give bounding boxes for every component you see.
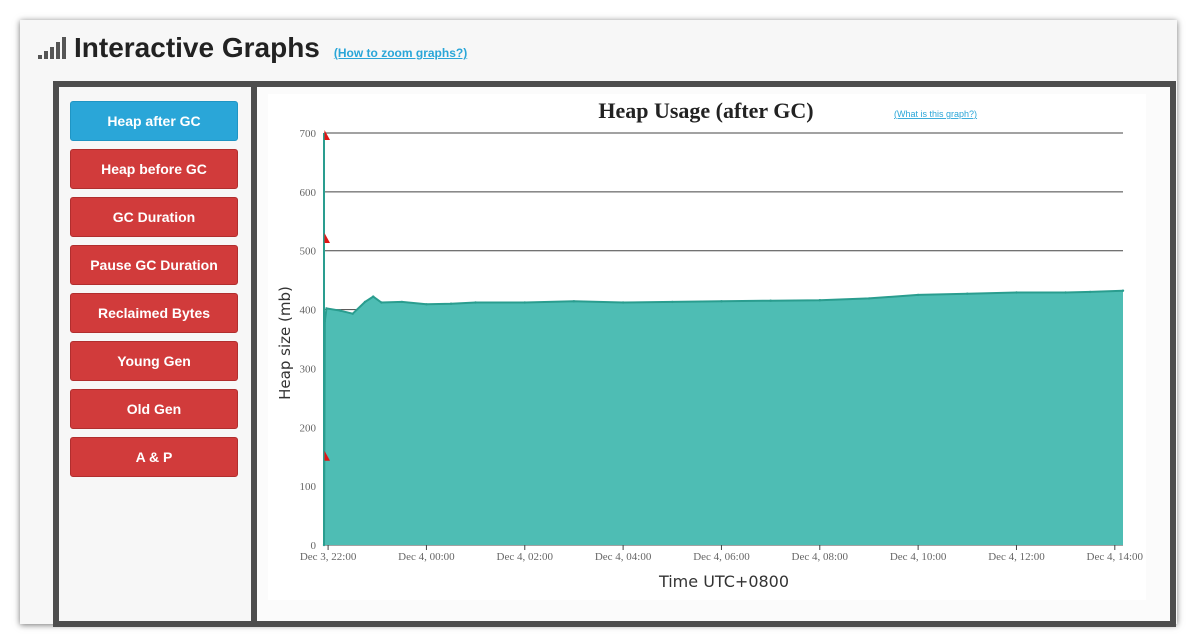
data-point — [621, 301, 625, 304]
data-point — [380, 301, 383, 304]
data-point — [363, 300, 367, 304]
chart-title: Heap Usage (after GC) — [598, 98, 813, 123]
panel-divider — [251, 87, 257, 621]
data-point — [671, 300, 674, 304]
x-axis-label: Time UTC+0800 — [658, 572, 789, 591]
tab-heap-after-gc[interactable]: Heap after GC — [70, 101, 238, 141]
tab-a-and-p[interactable]: A & P — [70, 437, 238, 477]
y-tick-label: 700 — [300, 128, 317, 140]
data-point — [916, 293, 920, 297]
data-point — [769, 299, 772, 302]
data-point — [425, 303, 428, 306]
heap-line — [323, 289, 1124, 546]
data-point — [1089, 290, 1092, 294]
page-title: Interactive Graphs — [74, 32, 320, 63]
y-tick-label: 300 — [300, 363, 317, 375]
data-point — [867, 297, 871, 300]
zoom-help-link[interactable]: (How to zoom graphs?) — [333, 46, 468, 60]
data-point — [372, 295, 375, 298]
data-point — [523, 301, 526, 304]
tab-gc-duration[interactable]: GC Duration — [70, 197, 238, 237]
tab-reclaimed-bytes[interactable]: Reclaimed Bytes — [70, 293, 238, 333]
gc-markers — [324, 129, 330, 461]
data-point — [1064, 291, 1067, 294]
y-tick-label: 200 — [300, 422, 317, 434]
heap-area — [324, 290, 1123, 545]
graphs-panel: Interactive Graphs (How to zoom graphs?)… — [20, 20, 1177, 627]
x-tick-label: Dec 4, 00:00 — [398, 551, 455, 563]
y-tick-label: 600 — [300, 187, 317, 199]
data-point — [400, 300, 404, 304]
data-point — [323, 320, 326, 323]
series-area — [322, 289, 1125, 547]
x-tick-label: Dec 4, 12:00 — [988, 551, 1045, 563]
signal-bars-icon — [38, 37, 66, 59]
data-point — [818, 299, 821, 302]
x-tick-label: Dec 4, 04:00 — [595, 551, 652, 563]
chart-container: 0 100 200 300 400 500 600 700 Dec 3, 22:00 Dec 4… — [268, 94, 1146, 600]
data-point — [351, 312, 354, 315]
gc-marker — [324, 450, 330, 461]
data-point — [474, 301, 477, 304]
y-axis-ticks: 0 100 200 300 400 500 600 700 — [300, 128, 317, 552]
y-tick-label: 0 — [311, 540, 317, 552]
x-tick-label: Dec 4, 10:00 — [890, 551, 947, 563]
heap-chart[interactable]: 0 100 200 300 400 500 600 700 Dec 3, 22:00 Dec 4… — [268, 94, 1146, 600]
gc-marker — [324, 232, 330, 243]
x-tick-label: Dec 3, 22:00 — [300, 551, 357, 563]
data-point — [1015, 291, 1018, 294]
x-tick-label: Dec 4, 14:00 — [1087, 551, 1144, 563]
data-point — [966, 292, 969, 295]
data-point — [572, 300, 576, 303]
graph-frame: Heap after GC Heap before GC GC Duration… — [53, 81, 1176, 627]
gc-marker — [324, 129, 330, 140]
y-tick-label: 100 — [300, 481, 317, 493]
x-axis-ticks: Dec 3, 22:00 Dec 4, 00:00 Dec 4, 02:00 Dec … — [300, 545, 1144, 563]
x-tick-label: Dec 4, 06:00 — [693, 551, 750, 563]
tab-young-gen[interactable]: Young Gen — [70, 341, 238, 381]
data-point — [720, 300, 723, 303]
graph-help-link[interactable]: (What is this graph?) — [894, 109, 977, 119]
x-tick-label: Dec 4, 02:00 — [497, 551, 554, 563]
x-tick-label: Dec 4, 08:00 — [792, 551, 849, 563]
tab-old-gen[interactable]: Old Gen — [70, 389, 238, 429]
header: Interactive Graphs (How to zoom graphs?) — [38, 28, 467, 68]
data-point — [1121, 289, 1125, 292]
data-point — [449, 302, 453, 305]
data-point — [322, 543, 326, 547]
y-axis-label: Heap size (mb) — [276, 286, 294, 400]
data-point — [325, 307, 328, 310]
tab-heap-before-gc[interactable]: Heap before GC — [70, 149, 238, 189]
y-tick-label: 500 — [300, 246, 317, 258]
tab-pause-gc-duration[interactable]: Pause GC Duration — [70, 245, 238, 285]
data-point — [339, 309, 342, 312]
y-tick-label: 400 — [300, 305, 317, 317]
graph-sidebar: Heap after GC Heap before GC GC Duration… — [59, 87, 251, 621]
